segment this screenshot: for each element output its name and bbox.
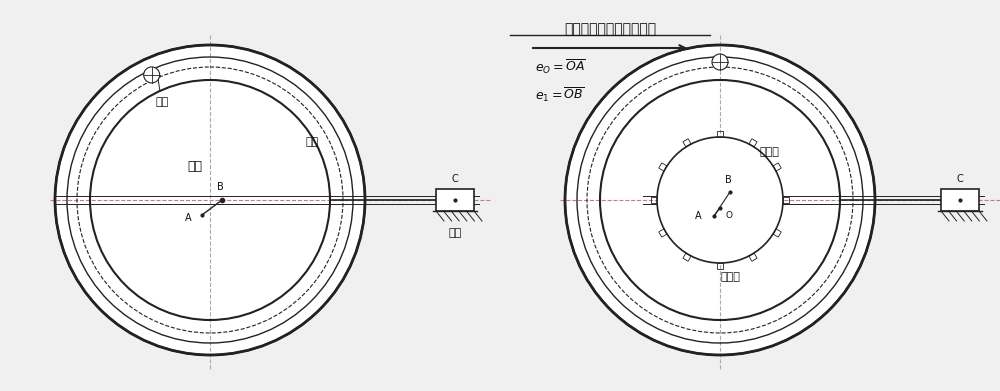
Text: $e_1 = \overline{OB}$: $e_1 = \overline{OB}$ bbox=[535, 86, 584, 104]
Text: 轴承: 轴承 bbox=[155, 73, 168, 107]
Bar bbox=[941, 189, 979, 211]
Text: $e_O = \overline{OA}$: $e_O = \overline{OA}$ bbox=[535, 58, 586, 76]
Text: 连杆: 连杆 bbox=[305, 131, 318, 147]
Text: C: C bbox=[452, 174, 458, 184]
Text: 将曲柄拆成内外花键组合: 将曲柄拆成内外花键组合 bbox=[564, 22, 656, 36]
Text: A: A bbox=[695, 211, 702, 221]
Text: A: A bbox=[185, 213, 192, 223]
Bar bbox=[436, 189, 474, 211]
Text: B: B bbox=[217, 182, 223, 192]
Text: O: O bbox=[725, 211, 732, 220]
Circle shape bbox=[712, 54, 728, 70]
Circle shape bbox=[144, 67, 160, 83]
Text: B: B bbox=[725, 175, 731, 185]
Text: C: C bbox=[957, 174, 963, 184]
Circle shape bbox=[565, 45, 875, 355]
Text: 曲柄: 曲柄 bbox=[188, 160, 202, 173]
Text: 内花键: 内花键 bbox=[760, 147, 780, 157]
Text: 滑块: 滑块 bbox=[448, 228, 462, 238]
Circle shape bbox=[657, 137, 783, 263]
Text: 外花键: 外花键 bbox=[720, 272, 740, 282]
Circle shape bbox=[55, 45, 365, 355]
